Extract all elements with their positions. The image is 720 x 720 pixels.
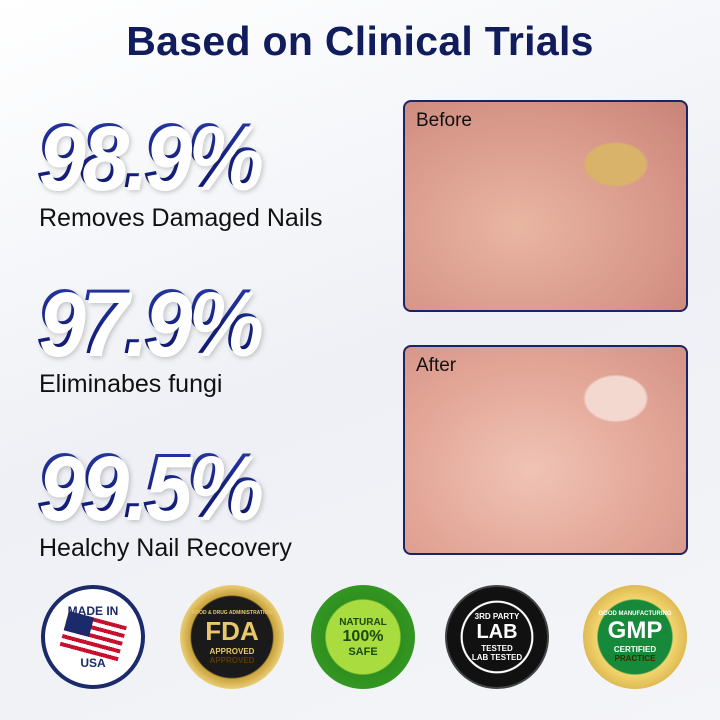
made-in-usa-badge: MADE IN USA (41, 585, 145, 689)
before-photo: Before (403, 100, 688, 312)
badge-text: 3RD PARTY (474, 612, 520, 621)
after-photo: After (403, 345, 688, 555)
fda-approved-badge: FOOD & DRUG ADMINISTRATION FDA APPROVED … (180, 585, 284, 689)
badge-text: SAFE (348, 645, 378, 658)
badge-text: LAB TESTED (471, 653, 523, 662)
natural-safe-badge: NATURAL 100% SAFE (311, 585, 415, 689)
badge-text: PRACTICE (614, 654, 656, 663)
badge-text: USA (80, 656, 106, 670)
badge-text: GOOD MANUFACTURING (598, 611, 672, 617)
us-flag-icon (59, 610, 127, 664)
badge-text: NATURAL (339, 616, 387, 628)
badge-text: CERTIFIED (613, 645, 657, 654)
before-caption: Before (416, 110, 472, 131)
badge-text: LAB (476, 621, 518, 643)
stat-value: 99.5% (36, 440, 271, 532)
gmp-certified-badge: GOOD MANUFACTURING GMP CERTIFIED PRACTIC… (583, 585, 687, 689)
page-title: Based on Clinical Trials (126, 18, 594, 64)
after-caption: After (416, 355, 457, 376)
stat-label: Healchy Nail Recovery (39, 534, 292, 562)
badge-text: TESTED (481, 644, 513, 653)
badge-text: GMP (607, 617, 663, 644)
badge-text: APPROVED (209, 655, 255, 665)
badge-text: APPROVED (209, 646, 255, 656)
stat-removes-damaged-nails: 98.9% Removes Damaged Nails (36, 110, 322, 233)
badge-text: 100% (342, 627, 384, 645)
lab-tested-badge: 3RD PARTY LAB TESTED LAB TESTED (445, 585, 549, 689)
stat-label: Eliminabes fungi (39, 370, 223, 398)
stat-value: 97.9% (36, 271, 261, 373)
badge-text: FOOD & DRUG ADMINISTRATION (192, 609, 272, 616)
badge-text: FDA (205, 615, 259, 646)
stat-nail-recovery: 99.5% Healchy Nail Recovery (36, 440, 292, 563)
stat-value: 98.9% (36, 110, 300, 202)
stat-label: Removes Damaged Nails (39, 204, 323, 232)
stat-eliminates-fungi: 97.9% Eliminabes fungi (36, 276, 277, 399)
